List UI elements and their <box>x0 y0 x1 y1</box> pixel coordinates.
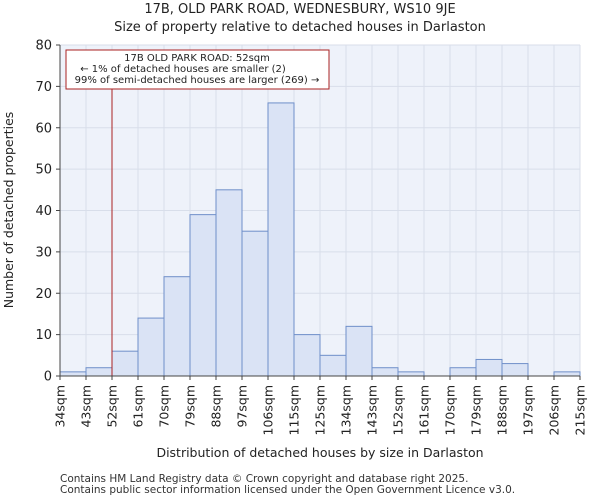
bar-79sqm <box>189 214 217 377</box>
x-tick-label: 215sqm <box>573 385 588 435</box>
annotation-line-3: 99% of semi-detached houses are larger (… <box>75 75 320 86</box>
bar-88sqm <box>215 189 243 377</box>
histogram-chart: 0 10 20 30 40 50 60 70 80 34sqm 43sqm 52sqm 61sqm 70… <box>1 39 588 461</box>
y-tick-label: 80 <box>35 39 52 54</box>
title-line-1: 17B, OLD PARK ROAD, WEDNESBURY, WS10 9JE <box>144 2 456 17</box>
x-tick-label: 206sqm <box>547 385 562 435</box>
title-line-2: Size of property relative to detached ho… <box>114 20 486 35</box>
bar-179sqm <box>475 358 503 377</box>
y-tick-label: 70 <box>35 80 52 95</box>
y-tick-label: 40 <box>35 204 52 219</box>
x-tick-label: 161sqm <box>417 385 432 435</box>
x-tick-label: 106sqm <box>261 385 276 435</box>
x-tick-label: 125sqm <box>313 385 328 435</box>
annotation-box: 17B OLD PARK ROAD: 52sqm ← 1% of detache… <box>65 49 330 90</box>
y-tick-label: 20 <box>35 287 52 302</box>
bar-61sqm <box>137 317 165 377</box>
bar-125sqm <box>319 354 347 377</box>
x-tick-label: 43sqm <box>79 385 94 428</box>
x-tick-label: 179sqm <box>469 385 484 435</box>
y-axis-label: Number of detached properties <box>1 112 16 309</box>
x-tick-label: 88sqm <box>209 385 224 428</box>
bar-97sqm <box>241 230 269 377</box>
bar-134sqm <box>345 325 373 377</box>
x-tick-label: 70sqm <box>157 385 172 428</box>
bar-170sqm <box>449 367 477 377</box>
bar-106sqm <box>267 102 295 377</box>
x-tick-label: 143sqm <box>365 385 380 435</box>
footer-attribution: Contains HM Land Registry data © Crown c… <box>60 474 515 496</box>
chart-title: 17B, OLD PARK ROAD, WEDNESBURY, WS10 9JE… <box>0 0 600 37</box>
x-tick-label: 134sqm <box>339 385 354 435</box>
bar-43sqm <box>85 367 113 377</box>
x-tick-label: 97sqm <box>235 385 250 428</box>
footer-line-2: Contains public sector information licen… <box>60 484 516 496</box>
x-tick-label: 152sqm <box>391 385 406 435</box>
x-tick-label: 79sqm <box>183 385 198 428</box>
footer-line-1: Contains HM Land Registry data © Crown c… <box>60 473 469 485</box>
x-tick-label: 188sqm <box>495 385 510 435</box>
bar-70sqm <box>163 276 191 377</box>
y-tick-label: 0 <box>44 370 52 385</box>
bar-152sqm <box>397 371 425 377</box>
y-tick-label: 50 <box>35 163 52 178</box>
y-tick-label: 30 <box>35 245 52 260</box>
y-tick-labels: 0 10 20 30 40 50 60 70 80 <box>35 39 60 385</box>
x-tick-labels: 34sqm 43sqm 52sqm 61sqm 70sqm 79sqm 88sqm 97sqm… <box>53 376 588 435</box>
bars-group <box>59 102 581 377</box>
annotation-line-2: ← 1% of detached houses are smaller (2) <box>80 64 286 75</box>
x-tick-label: 61sqm <box>131 385 146 428</box>
bar-115sqm <box>293 334 321 377</box>
bar-34sqm <box>59 371 87 377</box>
x-tick-label: 197sqm <box>521 385 536 435</box>
x-tick-label: 52sqm <box>105 385 120 428</box>
y-tick-label: 10 <box>35 328 52 343</box>
y-tick-label: 60 <box>35 121 52 136</box>
x-tick-label: 170sqm <box>443 385 458 435</box>
annotation-line-1: 17B OLD PARK ROAD: 52sqm <box>124 53 270 64</box>
x-tick-label: 115sqm <box>287 385 302 435</box>
bar-52sqm <box>111 350 139 377</box>
bar-143sqm <box>371 367 399 377</box>
x-tick-label: 34sqm <box>53 385 68 428</box>
bar-188sqm <box>501 363 529 377</box>
bar-206sqm <box>553 371 581 377</box>
x-axis-label: Distribution of detached houses by size … <box>156 445 483 460</box>
